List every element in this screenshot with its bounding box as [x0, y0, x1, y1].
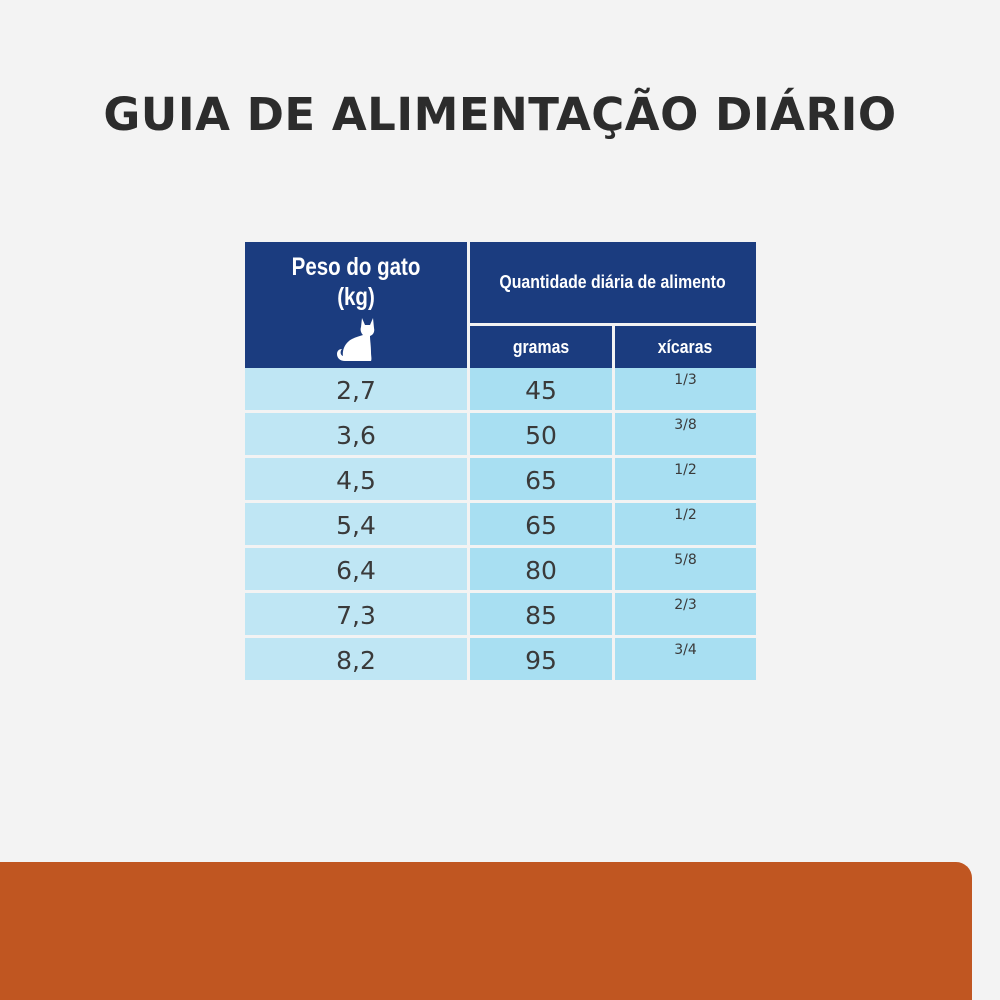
cell-weight: 3,6 [245, 413, 467, 455]
header-cat-weight: Peso do gato (kg) [245, 242, 467, 368]
header-grams-label: gramas [512, 337, 570, 357]
cell-weight: 2,7 [245, 368, 467, 410]
page-title: GUIA DE ALIMENTAÇÃO DIÁRIO [103, 88, 897, 141]
cell-grams: 85 [470, 593, 612, 635]
table-row: 2,7 45 1/3 [245, 368, 756, 410]
table-row: 3,6 50 3/8 [245, 413, 756, 455]
cell-cups: 1/2 [615, 458, 756, 500]
cell-grams: 80 [470, 548, 612, 590]
cell-grams: 95 [470, 638, 612, 680]
table-row: 7,3 85 2/3 [245, 593, 756, 635]
table-row: 6,4 80 5/8 [245, 548, 756, 590]
cell-cups: 3/8 [615, 413, 756, 455]
header-daily-quantity: Quantidade diária de alimento [470, 242, 756, 323]
header-weight-unit: (kg) [337, 283, 375, 311]
cell-grams: 50 [470, 413, 612, 455]
cell-weight: 5,4 [245, 503, 467, 545]
table-row: 4,5 65 1/2 [245, 458, 756, 500]
cell-weight: 8,2 [245, 638, 467, 680]
header-quantity-label: Quantidade diária de alimento [499, 272, 727, 292]
cell-grams: 65 [470, 458, 612, 500]
cell-cups: 5/8 [615, 548, 756, 590]
cell-cups: 1/2 [615, 503, 756, 545]
header-grams: gramas [470, 326, 612, 368]
header-cups-label: xícaras [658, 337, 713, 357]
header-weight-label: Peso do gato [291, 253, 421, 281]
table-row: 5,4 65 1/2 [245, 503, 756, 545]
footer-color-band [0, 862, 972, 1000]
cell-weight: 7,3 [245, 593, 467, 635]
cell-cups: 2/3 [615, 593, 756, 635]
cell-weight: 4,5 [245, 458, 467, 500]
feeding-guide-table: Peso do gato (kg) Quantidade diária de a… [245, 242, 756, 680]
cell-cups: 1/3 [615, 368, 756, 410]
cat-icon [337, 318, 375, 361]
cell-grams: 45 [470, 368, 612, 410]
header-cups: xícaras [615, 326, 756, 368]
cell-grams: 65 [470, 503, 612, 545]
table-row: 8,2 95 3/4 [245, 638, 756, 680]
cell-weight: 6,4 [245, 548, 467, 590]
cell-cups: 3/4 [615, 638, 756, 680]
